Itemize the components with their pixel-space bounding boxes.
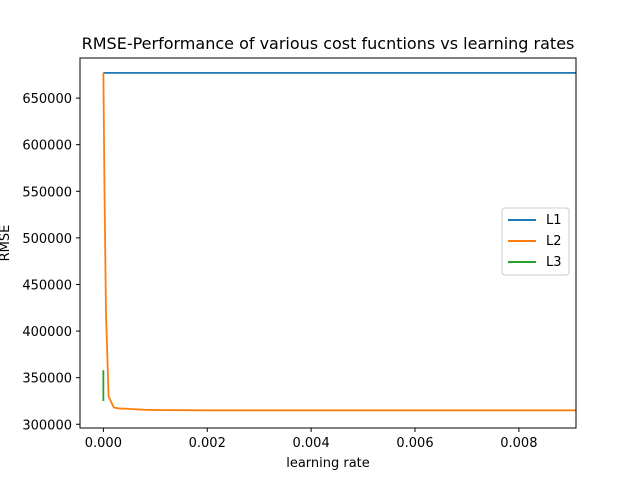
x-axis-label: learning rate [286, 456, 370, 471]
y-axis-label: RMSE [0, 225, 13, 262]
chart-title: RMSE-Performance of various cost fucntio… [82, 34, 575, 53]
y-tick-label: 300000 [22, 418, 72, 433]
legend-label-l3: L3 [546, 255, 562, 270]
series-line-l2 [102, 72, 576, 412]
y-tick-label: 400000 [22, 325, 72, 340]
y-tick-label: 500000 [22, 232, 72, 247]
y-tick-label: 600000 [22, 139, 72, 154]
x-tick-label: 0.008 [500, 436, 537, 451]
legend: L1 L2 L3 [501, 207, 570, 276]
tick-layer: 0.000 0.002 0.004 0.006 0.008 300000 350000 400… [22, 92, 537, 451]
x-tick-label: 0.006 [396, 436, 433, 451]
x-tick-label: 0.004 [293, 436, 330, 451]
y-tick-label: 550000 [22, 185, 72, 200]
plot-frame [79, 57, 577, 429]
legend-label-l1: L1 [546, 213, 562, 228]
x-tick-label: 0.002 [189, 436, 226, 451]
y-tick-label: 450000 [22, 278, 72, 293]
legend-label-l2: L2 [546, 234, 562, 249]
y-tick-label: 350000 [22, 372, 72, 387]
series-layer [102, 72, 576, 412]
y-tick-label: 650000 [22, 92, 72, 107]
x-tick-label: 0.000 [85, 436, 122, 451]
